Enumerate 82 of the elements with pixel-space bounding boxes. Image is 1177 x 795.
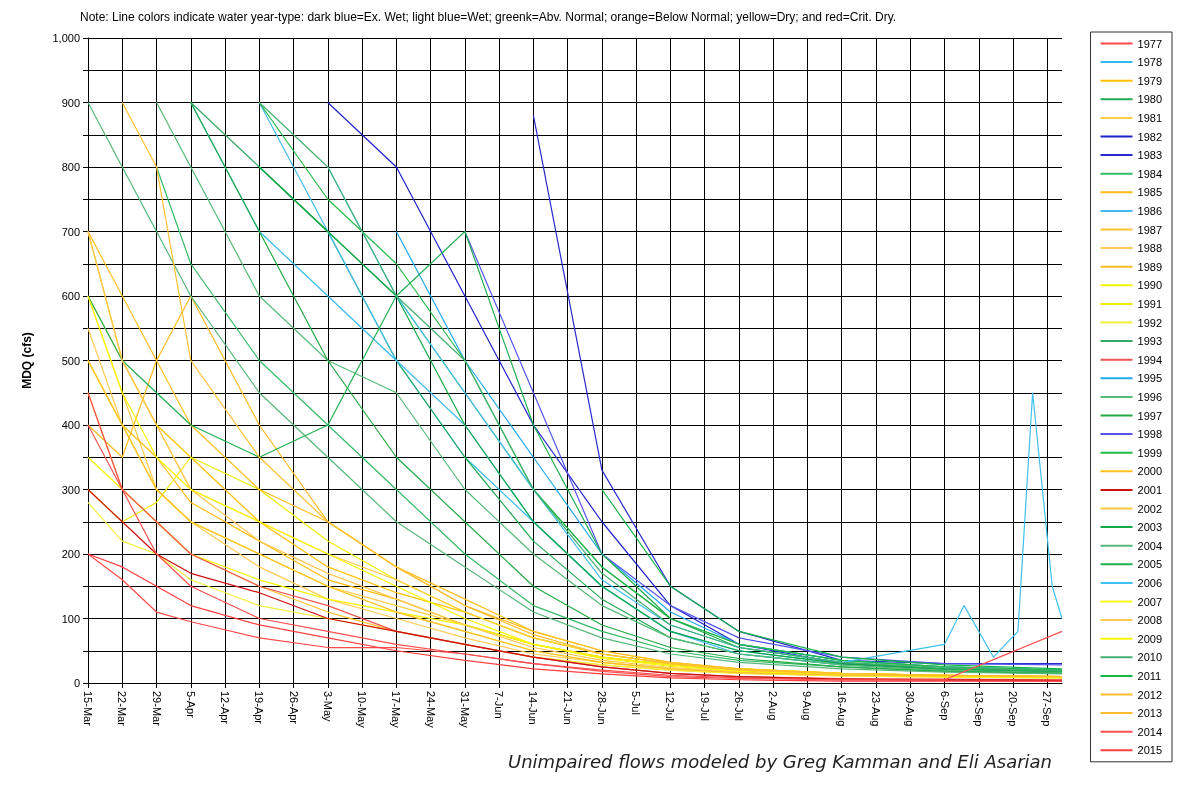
x-tick-label: 7-Jun [493,691,506,719]
y-tick-label: 700 [61,225,80,238]
legend-label: 1979 [1137,74,1163,87]
legend-label: 2014 [1137,725,1163,738]
x-tick-label: 17-May [390,691,403,729]
legend-label: 1989 [1137,260,1163,273]
x-tick-label: 28-Jun [595,691,608,725]
x-tick-label: 23-Aug [870,691,883,727]
legend-label: 2003 [1137,521,1163,534]
legend-label: 1977 [1137,37,1163,50]
legend-label: 2001 [1137,483,1163,496]
legend-label: 1984 [1137,167,1163,180]
legend-label: 2000 [1137,465,1163,478]
y-tick-label: 600 [61,290,80,302]
legend-label: 1982 [1137,130,1163,143]
x-tick-label: 9-Aug [801,691,814,721]
legend-label: 1983 [1137,149,1163,162]
x-tick-label: 20-Sep [1007,691,1020,727]
y-tick-label: 0 [73,677,80,689]
y-tick-label: 200 [61,548,80,560]
x-tick-label: 3-May [321,691,334,723]
y-tick-label: 300 [61,483,80,496]
x-tick-label: 15-Mar [82,691,94,727]
y-tick-label: 500 [61,354,80,367]
x-tick-label: 12-Apr [219,691,232,725]
x-tick-label: 13-Sep [972,691,985,727]
x-tick-label: 30-Aug [904,691,917,727]
legend-label: 1987 [1137,223,1163,236]
legend-label: 1998 [1137,428,1163,441]
x-tick-label: 5-Apr [184,691,197,719]
legend-label: 1981 [1137,111,1163,124]
legend-label: 2015 [1137,744,1163,757]
legend-label: 1991 [1137,297,1163,310]
legend-label: 2004 [1137,539,1163,552]
legend-label: 1985 [1137,186,1163,199]
y-tick-label: 800 [61,161,80,173]
legend-label: 1999 [1137,446,1163,459]
x-tick-label: 16-Aug [835,691,848,727]
legend-label: 2011 [1137,669,1162,682]
legend-label: 1980 [1137,93,1163,106]
x-tick-label: 6-Sep [938,691,951,721]
legend-label: 2006 [1137,576,1163,589]
x-tick-label: 19-Apr [253,691,266,725]
y-tick-label: 100 [61,612,80,625]
x-tick-label: 10-May [356,691,369,729]
legend-label: 2013 [1137,707,1163,720]
x-tick-label: 31-May [458,691,471,729]
x-tick-label: 19-Jul [698,691,711,721]
x-tick-label: 29-Mar [150,691,163,727]
x-tick-label: 22-Mar [116,691,129,727]
x-tick-label: 5-Jul [630,691,643,715]
y-tick-label: 900 [61,96,80,109]
x-tick-label: 27-Sep [1041,691,1054,727]
x-tick-label: 21-Jun [561,691,574,725]
legend-label: 1986 [1137,204,1163,217]
x-tick-label: 14-Jun [527,691,540,725]
legend-label: 1988 [1137,242,1163,255]
legend-label: 1994 [1137,353,1163,366]
x-tick-label: 26-Apr [287,691,300,725]
x-tick-label: 26-Jul [732,691,745,721]
x-tick-label: 12-Jul [664,691,677,721]
legend-label: 2012 [1137,688,1163,701]
text: Unimpaired flows modeled by Greg Kamman and Eli Asarian [508,750,1052,772]
legend-label: 2009 [1137,632,1163,645]
y-tick-label: 1,000 [52,32,80,44]
legend-label: 2007 [1137,595,1163,608]
chart-title: Note: Line colors indicate water year-type: dark blue=Ex. Wet; light blue=Wet; greenk=Abv. Normal; orange=Below Normal; yellow=Dry; and red=Crit. Dry. [80,10,897,24]
y-axis-title: MDQ (cfs) [20,332,34,389]
x-tick-label: 24-May [424,691,437,729]
legend-label: 2008 [1137,614,1163,627]
legend-label: 2010 [1137,651,1163,664]
x-tick-label: 2-Aug [767,691,780,721]
legend-label: 2002 [1137,502,1163,515]
legend-label: 1995 [1137,372,1163,385]
legend-label: 1992 [1137,316,1163,329]
legend-label: 2005 [1137,558,1163,571]
legend-label: 1978 [1137,56,1163,69]
y-tick-label: 400 [61,419,80,431]
legend-label: 1996 [1137,390,1163,403]
legend-label: 1993 [1137,335,1163,348]
legend-label: 1997 [1137,409,1163,422]
legend-label: 1990 [1137,279,1163,292]
